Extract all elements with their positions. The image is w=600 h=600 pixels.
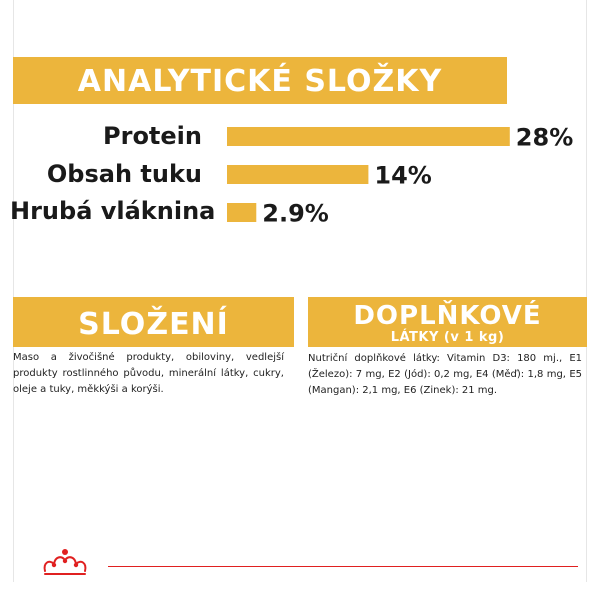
additives-text: Nutriční doplňkové látky: Vitamin D3: 18… bbox=[308, 353, 582, 396]
category-label-fiber: Hrubá vláknina bbox=[10, 197, 216, 225]
bar-protein bbox=[227, 127, 510, 146]
value-label-fat: 14% bbox=[374, 162, 431, 190]
bar-fiber bbox=[227, 203, 257, 222]
composition-header: SLOŽENÍ bbox=[13, 297, 294, 347]
value-label-protein: 28% bbox=[516, 124, 573, 152]
additives-header: DOPLŇKOVÉ LÁTKY (v 1 kg) bbox=[308, 297, 587, 347]
composition-text: Maso a živočišné produkty, obiloviny, ve… bbox=[13, 352, 284, 395]
category-label-fat: Obsah tuku bbox=[46, 160, 202, 188]
value-label-fiber: 2.9% bbox=[262, 200, 329, 228]
bar-fat bbox=[227, 165, 369, 184]
category-label-protein: Protein bbox=[103, 122, 202, 150]
bottom-divider bbox=[108, 566, 578, 567]
additives-header-title: DOPLŇKOVÉ bbox=[353, 301, 542, 331]
analytical-components-header: ANALYTICKÉ SLOŽKY bbox=[13, 57, 507, 104]
crown-icon bbox=[43, 549, 87, 575]
content-frame bbox=[13, 0, 587, 600]
additives-header-subtitle: LÁTKY (v 1 kg) bbox=[390, 330, 505, 345]
